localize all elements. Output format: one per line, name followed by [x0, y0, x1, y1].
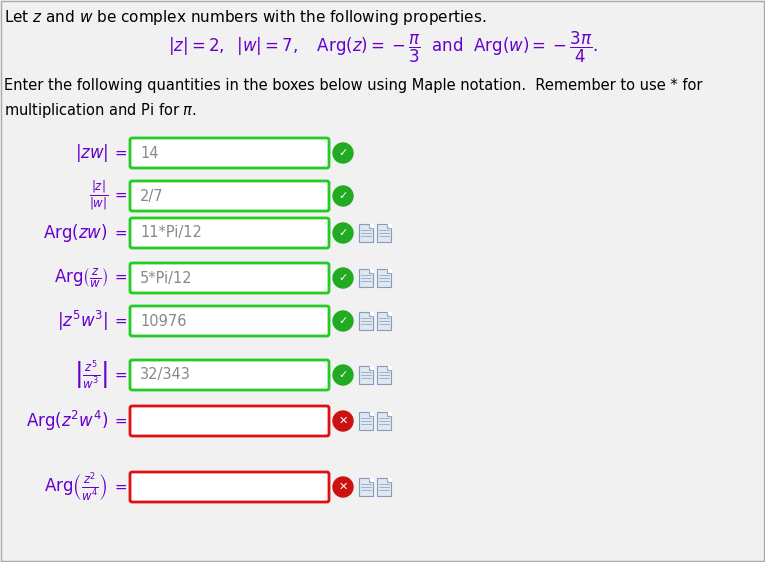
Text: ✕: ✕	[338, 482, 347, 492]
Circle shape	[333, 477, 353, 497]
FancyBboxPatch shape	[130, 218, 329, 248]
Text: 2/7: 2/7	[140, 188, 164, 203]
Text: ✓: ✓	[338, 191, 347, 201]
Polygon shape	[387, 269, 391, 273]
Polygon shape	[387, 224, 391, 228]
Circle shape	[333, 268, 353, 288]
Text: 5*Pi/12: 5*Pi/12	[140, 270, 193, 285]
Polygon shape	[369, 269, 373, 273]
Text: =: =	[110, 225, 128, 241]
Polygon shape	[387, 312, 391, 316]
Text: $|zw|$: $|zw|$	[74, 142, 108, 164]
Text: ✓: ✓	[338, 148, 347, 158]
FancyBboxPatch shape	[377, 478, 391, 496]
Circle shape	[333, 311, 353, 331]
FancyBboxPatch shape	[130, 138, 329, 168]
Text: $\left|\frac{z^5}{w^3}\right|$: $\left|\frac{z^5}{w^3}\right|$	[74, 359, 108, 392]
FancyBboxPatch shape	[130, 263, 329, 293]
Text: =: =	[110, 188, 128, 203]
Text: $\mathrm{Arg}\left(\frac{z^2}{w^4}\right)$: $\mathrm{Arg}\left(\frac{z^2}{w^4}\right…	[44, 470, 108, 504]
FancyBboxPatch shape	[359, 269, 373, 287]
Circle shape	[333, 365, 353, 385]
Text: $|z^5 w^3|$: $|z^5 w^3|$	[57, 309, 108, 333]
FancyBboxPatch shape	[359, 312, 373, 330]
Circle shape	[333, 186, 353, 206]
Polygon shape	[387, 478, 391, 482]
Text: 11*Pi/12: 11*Pi/12	[140, 225, 202, 241]
Text: =: =	[110, 270, 128, 285]
Text: Let $z$ and $w$ be complex numbers with the following properties.: Let $z$ and $w$ be complex numbers with …	[4, 8, 487, 27]
Text: =: =	[110, 414, 128, 428]
Text: $\mathrm{Arg}(z^2 w^4)$: $\mathrm{Arg}(z^2 w^4)$	[26, 409, 108, 433]
Text: =: =	[110, 368, 128, 383]
Text: 10976: 10976	[140, 314, 187, 329]
Text: 14: 14	[140, 146, 158, 161]
Polygon shape	[369, 312, 373, 316]
Circle shape	[333, 411, 353, 431]
FancyBboxPatch shape	[377, 269, 391, 287]
FancyBboxPatch shape	[377, 312, 391, 330]
Text: ✕: ✕	[338, 416, 347, 426]
Circle shape	[333, 143, 353, 163]
FancyBboxPatch shape	[359, 478, 373, 496]
FancyBboxPatch shape	[359, 224, 373, 242]
Text: ✓: ✓	[338, 228, 347, 238]
FancyBboxPatch shape	[377, 412, 391, 430]
Text: =: =	[110, 479, 128, 495]
Text: $\mathrm{Arg}(zw)$: $\mathrm{Arg}(zw)$	[44, 222, 108, 244]
Text: $|z| = 2,\;\; |w| = 7, \quad \mathrm{Arg}(z) = -\dfrac{\pi}{3}$  and  $\mathrm{A: $|z| = 2,\;\; |w| = 7, \quad \mathrm{Arg…	[168, 30, 597, 65]
FancyBboxPatch shape	[359, 366, 373, 384]
FancyBboxPatch shape	[130, 360, 329, 390]
Polygon shape	[369, 412, 373, 416]
FancyBboxPatch shape	[377, 224, 391, 242]
FancyBboxPatch shape	[130, 406, 329, 436]
Text: Enter the following quantities in the boxes below using Maple notation.  Remembe: Enter the following quantities in the bo…	[4, 78, 702, 120]
FancyBboxPatch shape	[130, 472, 329, 502]
Text: ✓: ✓	[338, 370, 347, 380]
FancyBboxPatch shape	[130, 306, 329, 336]
Text: $\frac{|z|}{|w|}$: $\frac{|z|}{|w|}$	[89, 179, 108, 213]
Text: 32/343: 32/343	[140, 368, 191, 383]
Circle shape	[333, 223, 353, 243]
Polygon shape	[369, 224, 373, 228]
Polygon shape	[387, 412, 391, 416]
Polygon shape	[369, 478, 373, 482]
FancyBboxPatch shape	[359, 412, 373, 430]
Polygon shape	[387, 366, 391, 370]
Polygon shape	[369, 366, 373, 370]
Text: =: =	[110, 314, 128, 329]
FancyBboxPatch shape	[377, 366, 391, 384]
Text: ✓: ✓	[338, 316, 347, 326]
Text: ✓: ✓	[338, 273, 347, 283]
FancyBboxPatch shape	[130, 181, 329, 211]
Text: =: =	[110, 146, 128, 161]
Text: $\mathrm{Arg}\left(\frac{z}{w}\right)$: $\mathrm{Arg}\left(\frac{z}{w}\right)$	[54, 266, 108, 289]
